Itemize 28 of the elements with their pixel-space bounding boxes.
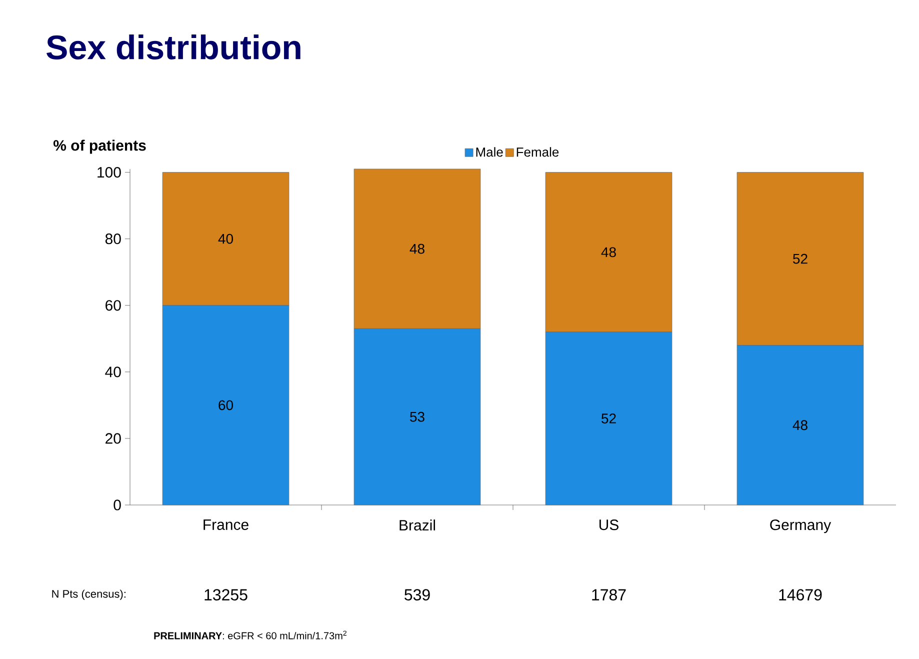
y-tick-label: 20 xyxy=(106,433,121,444)
y-tick-label: 40 xyxy=(105,366,121,378)
text: 539 xyxy=(404,589,430,600)
data-label: 40 xyxy=(218,234,233,244)
legend-label: Female xyxy=(516,147,559,157)
y-tick-label: 60 xyxy=(106,300,121,311)
text: 13255 xyxy=(204,589,248,600)
data-label: 53 xyxy=(410,412,424,422)
data-label: 52 xyxy=(602,414,616,424)
text: 1787 xyxy=(592,589,626,600)
data-label: 60 xyxy=(218,400,233,410)
x-tick-label: Brazil xyxy=(400,520,435,531)
text: 14679 xyxy=(779,589,822,600)
chart-title: Sex distribution xyxy=(46,34,300,60)
text: PRELIMINARY: eGFR < 60 mL/min/1.73m$^{2}$ xyxy=(154,630,346,640)
data-label: 52 xyxy=(793,254,808,264)
legend-label: Male xyxy=(476,147,503,157)
y-tick-label: 80 xyxy=(105,234,121,244)
y-tick-label: 0 xyxy=(114,500,121,510)
x-tick-label: France xyxy=(204,520,248,530)
data-label: 48 xyxy=(792,420,808,430)
text: N Pts (census): xyxy=(52,590,126,600)
y-tick-label: 100 xyxy=(98,167,121,178)
data-label: 48 xyxy=(601,247,616,258)
x-tick-label: US xyxy=(599,520,618,530)
x-tick-label: Germany xyxy=(770,520,832,534)
y-axis-title: % of patients xyxy=(53,140,146,154)
data-label: 48 xyxy=(410,244,424,254)
